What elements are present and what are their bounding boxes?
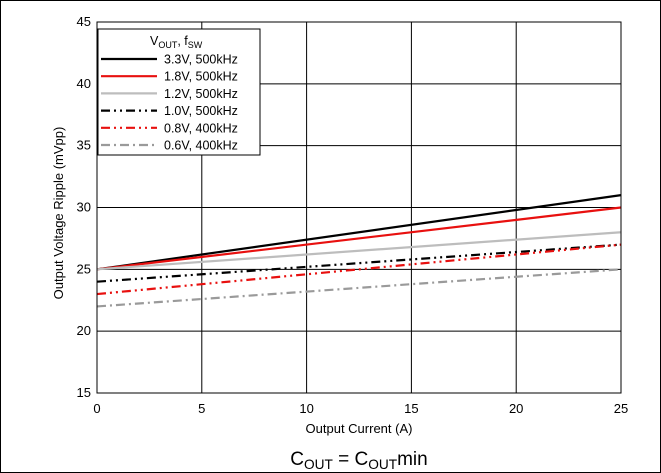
series-lines bbox=[96, 194, 622, 308]
y-tick-label: 45 bbox=[77, 14, 91, 29]
x-tick-label: 10 bbox=[299, 401, 313, 416]
x-axis-label: Output Current (A) bbox=[306, 421, 413, 436]
legend-label: 1.8V, 500kHz bbox=[164, 70, 238, 84]
legend-box bbox=[97, 28, 261, 156]
series-line bbox=[96, 206, 622, 271]
series-line bbox=[96, 194, 622, 271]
series-line bbox=[96, 243, 622, 296]
series-line bbox=[96, 268, 622, 308]
x-tick-label: 25 bbox=[614, 401, 628, 416]
y-tick-label: 40 bbox=[77, 76, 91, 91]
y-tick-labels: 15 20 25 30 35 40 45 bbox=[77, 14, 91, 400]
legend-label: 1.0V, 500kHz bbox=[164, 104, 238, 118]
caption: COUT = COUTmin bbox=[290, 449, 427, 472]
x-tick-label: 20 bbox=[509, 401, 523, 416]
legend-label: 0.8V, 400kHz bbox=[164, 121, 238, 135]
y-axis-label: Output Voltage Ripple (mVpp) bbox=[51, 127, 66, 300]
y-tick-label: 15 bbox=[77, 385, 91, 400]
legend-label: 3.3V, 500kHz bbox=[164, 53, 238, 67]
x-tick-labels: 0 5 10 15 20 25 bbox=[93, 401, 628, 416]
x-tick-label: 5 bbox=[198, 401, 205, 416]
legend-label: 1.2V, 500kHz bbox=[164, 87, 238, 101]
legend-items: 3.3V, 500kHz 1.8V, 500kHz 1.2V, 500kHz 1.0V… bbox=[101, 53, 238, 153]
y-tick-label: 20 bbox=[77, 323, 91, 338]
plot-area-border bbox=[96, 21, 622, 394]
legend-title: VOUT, fSW bbox=[150, 34, 203, 50]
x-tick-label: 15 bbox=[404, 401, 418, 416]
legend-label: 0.6V, 400kHz bbox=[164, 139, 238, 153]
x-tick-label: 0 bbox=[93, 401, 100, 416]
y-tick-label: 25 bbox=[77, 261, 91, 276]
y-tick-label: 35 bbox=[77, 138, 91, 153]
legend: VOUT, fSW 3.3V, 500kHz 1.8V, 500kHz 1.2V, … bbox=[97, 28, 261, 156]
series-line bbox=[96, 231, 622, 271]
y-tick-label: 30 bbox=[77, 200, 91, 215]
